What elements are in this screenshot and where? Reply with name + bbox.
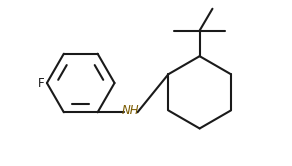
Text: NH: NH	[122, 104, 140, 117]
Text: F: F	[37, 77, 44, 89]
